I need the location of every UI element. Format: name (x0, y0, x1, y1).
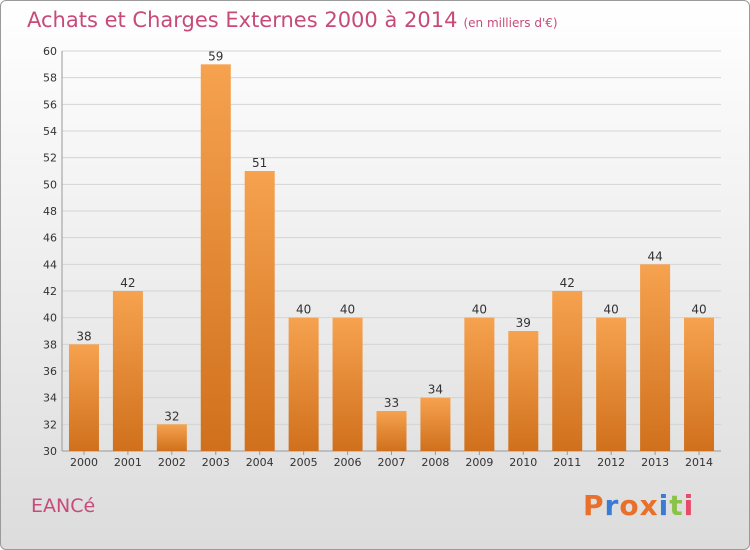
logo-letter: t (669, 489, 684, 522)
value-label-2006: 40 (340, 303, 355, 317)
y-tick-label: 60 (43, 45, 57, 58)
x-tick-label-2007: 2007 (378, 456, 406, 469)
x-tick-label-2009: 2009 (465, 456, 493, 469)
x-tick-label-2013: 2013 (641, 456, 669, 469)
y-tick-label: 32 (43, 418, 57, 431)
y-tick-label: 38 (43, 338, 57, 351)
logo-letter: P (583, 489, 605, 522)
logo-letter: o (619, 489, 640, 522)
value-label-2007: 33 (384, 396, 399, 410)
y-tick-label: 48 (43, 205, 57, 218)
chart-subtitle: (en milliers d'€) (463, 16, 558, 30)
value-label-2001: 42 (120, 276, 135, 290)
y-tick-label: 30 (43, 445, 57, 458)
bar-2009 (464, 317, 495, 451)
y-tick-label: 58 (43, 72, 57, 85)
x-tick-label-2005: 2005 (290, 456, 318, 469)
bar-2004 (244, 171, 275, 451)
value-label-2010: 39 (516, 316, 531, 330)
y-tick-label: 42 (43, 285, 57, 298)
logo-letter: i (683, 489, 695, 522)
value-label-2004: 51 (252, 156, 267, 170)
x-tick-label-2004: 2004 (246, 456, 274, 469)
value-label-2012: 40 (604, 303, 619, 317)
data-labels: 38 42 32 59 51 40 40 33 34 40 39 42 40 44 40 (76, 49, 706, 423)
y-tick-label: 52 (43, 152, 57, 165)
logo-letter: x (639, 489, 659, 522)
y-tick-label: 34 (43, 392, 57, 405)
commune-name: EANCé (31, 495, 96, 517)
bar-2006 (332, 317, 363, 451)
value-label-2005: 40 (296, 303, 311, 317)
value-label-2008: 34 (428, 383, 443, 397)
bar-2011 (552, 291, 583, 451)
y-tick-label: 36 (43, 365, 57, 378)
x-tick-label-2002: 2002 (158, 456, 186, 469)
y-tick-label: 50 (43, 178, 57, 191)
x-tick-label-2008: 2008 (421, 456, 449, 469)
bar-2000 (68, 344, 99, 451)
chart-title-text: Achats et Charges Externes 2000 à 2014 (27, 8, 458, 32)
bar-2007 (376, 411, 407, 451)
y-tick-label: 40 (43, 312, 57, 325)
x-tick-label-2001: 2001 (114, 456, 142, 469)
bar-2005 (288, 317, 319, 451)
bars (68, 64, 715, 452)
y-tick-label: 46 (43, 232, 57, 245)
value-label-2003: 59 (208, 49, 223, 63)
bar-2012 (596, 317, 627, 451)
y-tick-label: 54 (43, 125, 57, 138)
bar-2014 (684, 317, 715, 451)
bar-2003 (200, 64, 231, 452)
x-tick-label-2010: 2010 (509, 456, 537, 469)
y-tick-label: 44 (43, 258, 57, 271)
chart-title: Achats et Charges Externes 2000 à 2014 (e… (27, 8, 558, 32)
value-label-2013: 44 (647, 249, 662, 263)
proxiti-logo: Proxiti (583, 489, 694, 522)
y-tick-label: 56 (43, 98, 57, 111)
bar-2008 (420, 397, 451, 451)
x-tick-label-2011: 2011 (553, 456, 581, 469)
value-label-2002: 32 (164, 409, 179, 423)
axes: 30 32 34 36 38 40 42 44 46 48 50 52 54 56 58 60 2000 2001… (43, 45, 721, 469)
x-tick-label-2003: 2003 (202, 456, 230, 469)
value-label-2011: 42 (560, 276, 575, 290)
x-tick-label-2014: 2014 (685, 456, 713, 469)
value-label-2000: 38 (76, 329, 91, 343)
bar-2002 (156, 424, 187, 451)
logo-letter: r (604, 489, 620, 522)
bar-2013 (640, 264, 671, 451)
logo-letter: i (658, 489, 670, 522)
x-tick-label-2006: 2006 (334, 456, 362, 469)
value-label-2014: 40 (691, 303, 706, 317)
bar-2001 (112, 291, 143, 451)
bar-2010 (508, 331, 539, 451)
value-label-2009: 40 (472, 303, 487, 317)
x-tick-label-2000: 2000 (70, 456, 98, 469)
x-tick-label-2012: 2012 (597, 456, 625, 469)
